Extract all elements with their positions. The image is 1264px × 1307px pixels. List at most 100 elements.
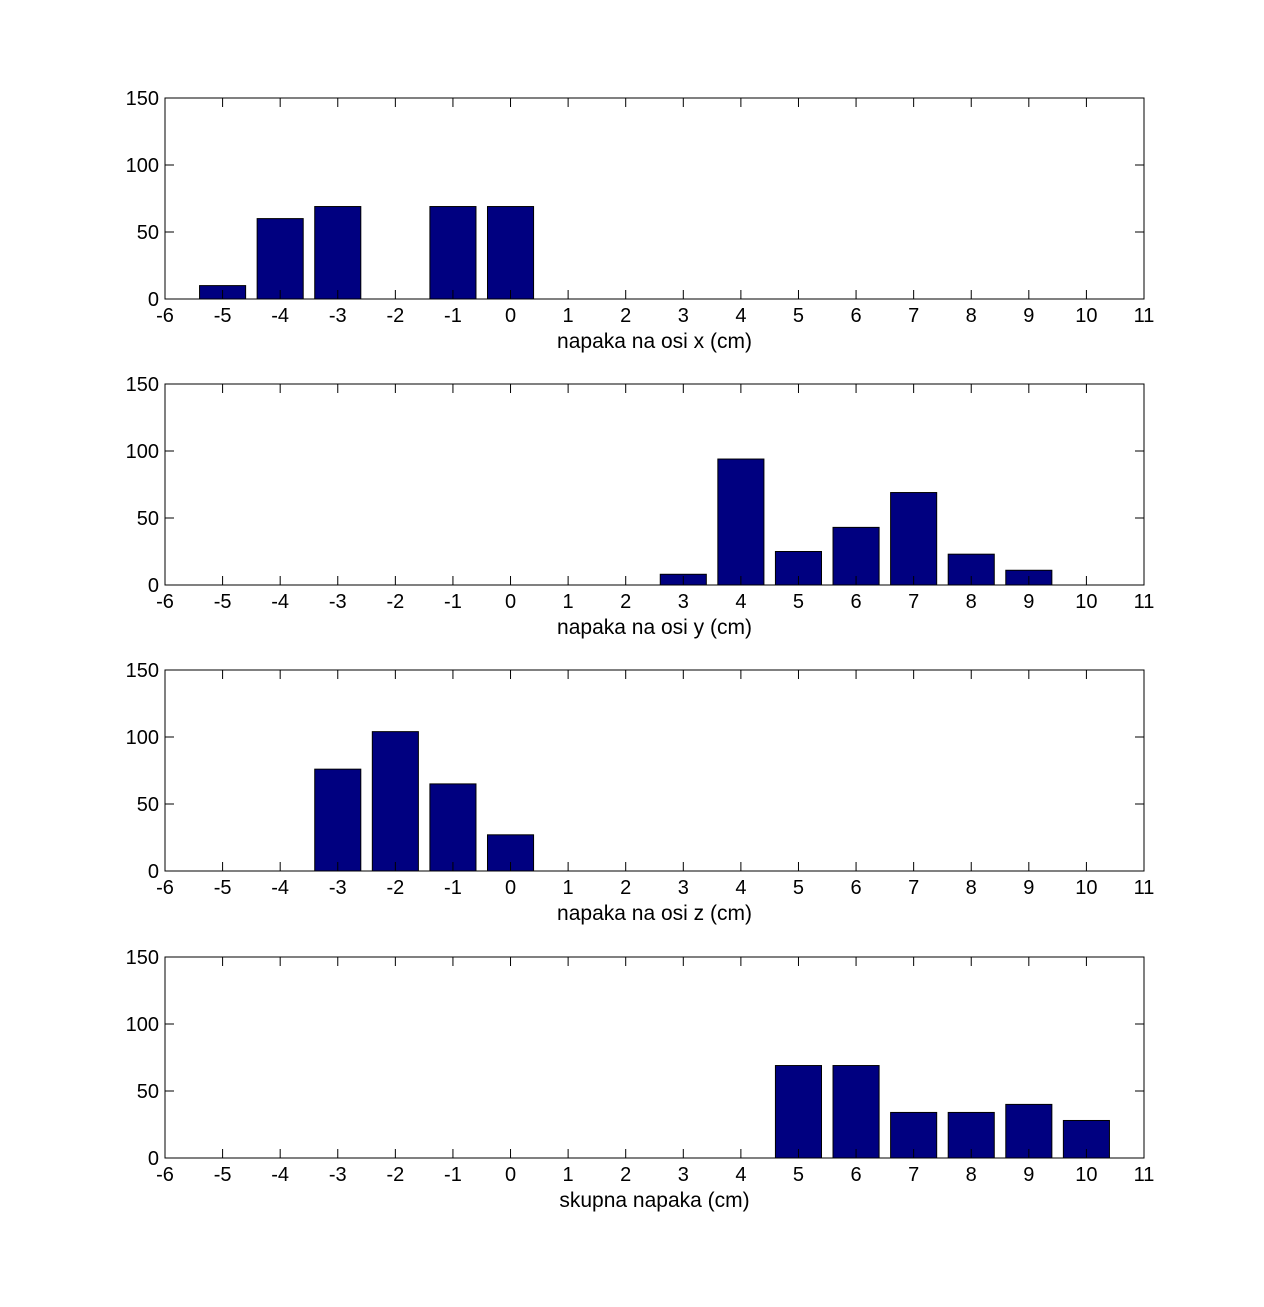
- x-tick-label: 0: [505, 305, 516, 327]
- panel-x-error: -6 -5 -4 -3 -2 -1 0 1 2 3 4 5 6 7 8 9 10 11 0 50 100 150 napak…: [126, 88, 1155, 353]
- x-axis-label: skupna napaka (cm): [559, 1189, 749, 1212]
- x-tick-label: 5: [793, 1164, 804, 1186]
- x-tick-label: 2: [620, 305, 631, 327]
- x-tick-label: 0: [505, 591, 516, 613]
- bar: [314, 768, 362, 872]
- bar: [832, 1065, 880, 1159]
- x-tick-label: -4: [271, 877, 289, 899]
- x-tick-label: -6: [156, 591, 174, 613]
- x-tick-label: -2: [386, 877, 404, 899]
- y-tick-label: 100: [126, 155, 159, 177]
- plot-frame: [164, 669, 1145, 872]
- x-tick-label: 11: [1134, 1164, 1155, 1186]
- bar: [429, 206, 477, 300]
- x-tick-label: 8: [966, 877, 977, 899]
- y-tick-label: 0: [148, 1148, 159, 1170]
- x-tick-label: 2: [620, 1164, 631, 1186]
- y-tick-label: 50: [137, 1081, 159, 1103]
- bar: [371, 731, 419, 872]
- x-tick-label: -3: [329, 1164, 347, 1186]
- x-tick-label: 10: [1075, 877, 1097, 899]
- bar: [890, 492, 938, 586]
- y-tick-label: 0: [148, 289, 159, 311]
- x-tick-label: -5: [214, 1164, 232, 1186]
- x-axis-label: napaka na osi y (cm): [557, 616, 752, 639]
- bar: [314, 206, 362, 300]
- y-tick-label: 150: [126, 88, 159, 110]
- x-tick-label: -2: [386, 305, 404, 327]
- x-tick-label: 9: [1023, 305, 1034, 327]
- x-tick-label: 8: [966, 1164, 977, 1186]
- x-tick-label: 9: [1023, 591, 1034, 613]
- x-tick-label: 6: [850, 1164, 861, 1186]
- y-tick-label: 150: [126, 374, 159, 396]
- x-tick-label: 4: [735, 591, 746, 613]
- x-tick-label: 6: [850, 305, 861, 327]
- x-tick-label: -6: [156, 305, 174, 327]
- x-tick-label: 7: [908, 1164, 919, 1186]
- bar: [832, 526, 880, 586]
- x-tick-label: -2: [386, 591, 404, 613]
- x-tick-label: 2: [620, 877, 631, 899]
- x-tick-label: 7: [908, 877, 919, 899]
- y-tick-label: 50: [137, 508, 159, 530]
- x-tick-label: 0: [505, 1164, 516, 1186]
- x-tick-label: 7: [908, 305, 919, 327]
- x-tick-label: 6: [850, 591, 861, 613]
- x-tick-label: 1: [563, 591, 574, 613]
- panel-total-error: -6 -5 -4 -3 -2 -1 0 1 2 3 4 5 6 7 8 9 10 11 0 50 100 150 skupn…: [126, 947, 1155, 1212]
- x-tick-label: -6: [156, 877, 174, 899]
- bar: [486, 206, 535, 300]
- plot-frame: [164, 956, 1145, 1159]
- x-tick-label: 8: [966, 591, 977, 613]
- x-tick-label: 1: [563, 305, 574, 327]
- y-tick-label: 150: [126, 947, 159, 969]
- x-tick-label: -4: [271, 1164, 289, 1186]
- y-tick-label: 0: [148, 575, 159, 597]
- x-tick-label: -1: [444, 305, 462, 327]
- x-tick-label: 2: [620, 591, 631, 613]
- x-tick-label: -3: [329, 591, 347, 613]
- x-tick-label: -4: [271, 591, 289, 613]
- x-tick-label: 5: [793, 305, 804, 327]
- y-tick-label: 0: [148, 861, 159, 883]
- y-tick-label: 50: [137, 222, 159, 244]
- panel-z-error: -6 -5 -4 -3 -2 -1 0 1 2 3 4 5 6 7 8 9 10 11 0 50 100 150 napak…: [126, 660, 1155, 925]
- x-tick-label: 3: [678, 1164, 689, 1186]
- x-tick-label: -5: [214, 877, 232, 899]
- x-tick-label: -4: [271, 305, 289, 327]
- x-tick-label: -6: [156, 1164, 174, 1186]
- x-tick-label: -2: [386, 1164, 404, 1186]
- y-tick-label: 100: [126, 441, 159, 463]
- bar: [256, 218, 304, 300]
- x-tick-label: 11: [1134, 591, 1155, 613]
- x-tick-label: -5: [214, 305, 232, 327]
- x-tick-label: 10: [1075, 1164, 1097, 1186]
- x-axis-label: napaka na osi x (cm): [557, 330, 752, 353]
- panel-y-error: -6 -5 -4 -3 -2 -1 0 1 2 3 4 5 6 7 8 9 10 11 0 50 100 150 napak…: [126, 374, 1155, 639]
- x-tick-label: 3: [678, 877, 689, 899]
- x-tick-label: 10: [1075, 305, 1097, 327]
- plot-frame: [164, 97, 1145, 300]
- x-tick-label: -1: [444, 877, 462, 899]
- x-tick-label: 7: [908, 591, 919, 613]
- x-tick-label: 0: [505, 877, 516, 899]
- x-tick-label: -3: [329, 305, 347, 327]
- x-tick-label: -1: [444, 1164, 462, 1186]
- x-tick-label: 9: [1023, 1164, 1034, 1186]
- plot-frame: [164, 383, 1145, 586]
- bar: [429, 783, 477, 872]
- x-tick-label: 3: [678, 305, 689, 327]
- x-axis-label: napaka na osi z (cm): [557, 902, 752, 925]
- x-tick-label: 1: [563, 877, 574, 899]
- x-tick-label: 5: [793, 591, 804, 613]
- x-tick-label: 4: [735, 305, 746, 327]
- x-tick-label: -5: [214, 591, 232, 613]
- y-tick-label: 150: [126, 660, 159, 682]
- x-tick-label: -3: [329, 877, 347, 899]
- y-tick-label: 100: [126, 1014, 159, 1036]
- bar: [774, 1065, 823, 1159]
- x-tick-label: 9: [1023, 877, 1034, 899]
- x-tick-label: 8: [966, 305, 977, 327]
